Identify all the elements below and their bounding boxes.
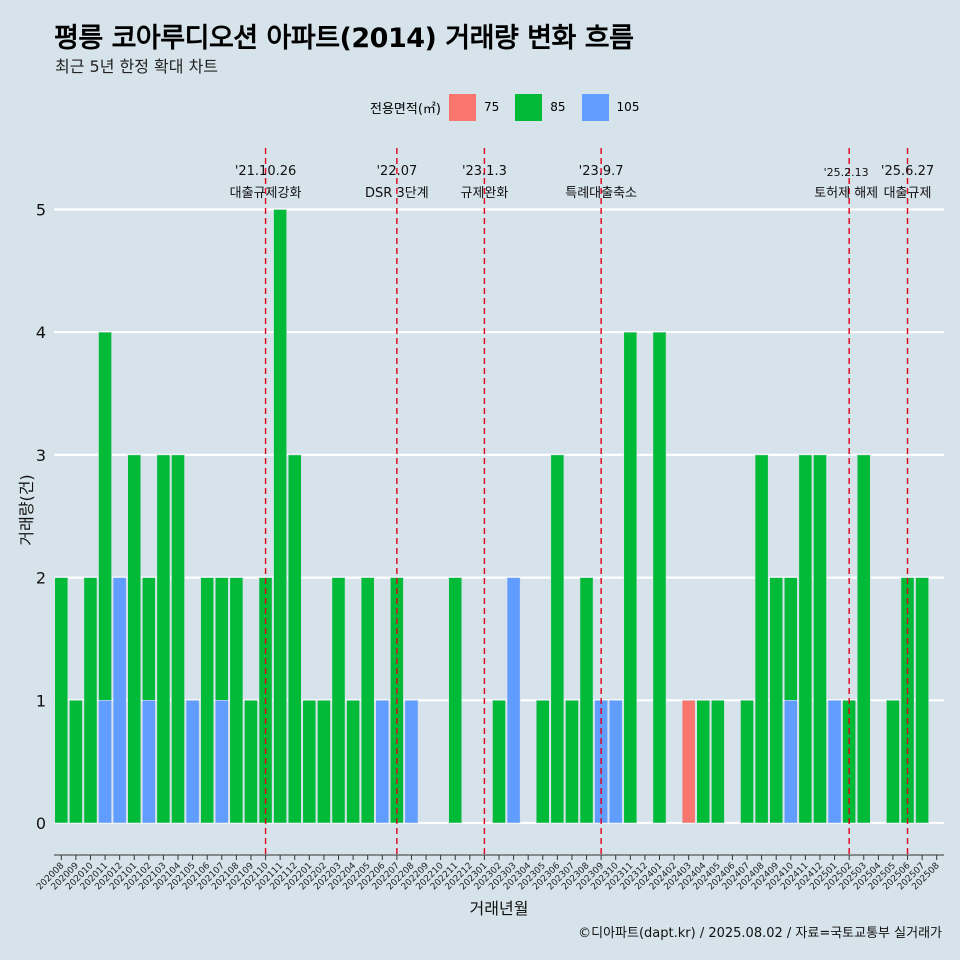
bar-202106-85 xyxy=(200,577,215,824)
bar-202103-85 xyxy=(156,454,171,824)
bar-202206-105 xyxy=(375,699,390,824)
bar-202107-105 xyxy=(214,699,229,824)
event-date: '21.10.26 xyxy=(235,164,296,179)
y-tick-label: 3 xyxy=(36,446,46,465)
legend-item-75: 75 xyxy=(448,93,500,121)
y-axis-title: 거래량(건) xyxy=(17,474,36,545)
event-label: 대출규제강화 xyxy=(230,186,302,201)
bar-202211-85 xyxy=(448,577,463,824)
bar-202306-85 xyxy=(550,454,565,824)
event-date: '23.1.3 xyxy=(462,164,507,179)
bar-202401-85 xyxy=(652,331,667,824)
legend-title: 전용면적(㎡) xyxy=(370,101,441,117)
bar-202308-85 xyxy=(579,577,594,824)
event-label: 규제완화 xyxy=(460,186,508,201)
legend-swatch-85 xyxy=(515,93,543,121)
bar-202408-85 xyxy=(754,454,769,824)
event-date: '23.9.7 xyxy=(579,164,624,179)
legend-item-85: 85 xyxy=(515,93,566,121)
bar-202008-85 xyxy=(54,577,69,824)
bar-202303-105 xyxy=(506,577,521,824)
y-tick-label: 0 xyxy=(36,814,46,833)
bar-202109-85 xyxy=(244,699,258,824)
event-label: 특례대출축소 xyxy=(565,186,637,201)
legend-label-75: 75 xyxy=(483,100,500,114)
legend-label-85: 85 xyxy=(550,100,566,114)
bar-202501-105 xyxy=(827,699,842,824)
bar-202203-85 xyxy=(331,577,346,824)
legend-label-105: 105 xyxy=(616,100,640,114)
bar-202105-105 xyxy=(185,699,200,824)
bar-202108-85 xyxy=(229,577,244,824)
event-date: '25.6.27 xyxy=(881,164,934,179)
bar-202411-85 xyxy=(798,454,813,824)
legend-swatch-105 xyxy=(581,93,609,121)
bar-202507-85 xyxy=(915,577,929,824)
bar-202405-85 xyxy=(710,699,725,824)
legend-item-105: 105 xyxy=(581,93,640,121)
event-date: '25.2.13 xyxy=(824,166,869,179)
bar-202102-105 xyxy=(141,699,156,824)
bar-202202-85 xyxy=(317,699,331,824)
y-tick-label: 5 xyxy=(36,201,46,220)
bar-202010-85 xyxy=(83,577,98,824)
event-date: '22.07 xyxy=(376,164,417,179)
bar-202305-85 xyxy=(535,699,550,824)
bar-202404-85 xyxy=(696,699,711,824)
legend: 전용면적(㎡) 75 85 105 xyxy=(370,93,655,121)
bar-202011-105 xyxy=(98,699,112,824)
bar-202407-85 xyxy=(740,699,754,824)
bar-202311-85 xyxy=(623,331,638,824)
legend-swatch-75 xyxy=(448,93,476,121)
bar-202409-85 xyxy=(769,577,784,824)
bar-202104-85 xyxy=(171,454,185,824)
bar-202009-85 xyxy=(69,699,83,824)
bar-202307-85 xyxy=(565,699,579,824)
x-axis-title: 거래년월 xyxy=(470,899,529,918)
bar-202112-85 xyxy=(287,454,302,824)
bar-202205-85 xyxy=(360,577,375,824)
bar-202302-85 xyxy=(492,699,506,824)
event-label: DSR 3단계 xyxy=(365,186,429,201)
bar-202204-85 xyxy=(346,699,360,824)
bar-202412-85 xyxy=(813,454,827,824)
bar-202201-85 xyxy=(302,699,317,824)
bar-202111-85 xyxy=(273,209,288,824)
bar-202505-85 xyxy=(886,699,900,824)
y-tick-label: 4 xyxy=(36,323,46,342)
chart-title: 평릉 코아루디오션 아파트(2014) 거래량 변화 흐름 xyxy=(54,23,634,54)
bar-202503-85 xyxy=(856,454,871,824)
bar-202208-105 xyxy=(404,699,419,824)
bar-202310-105 xyxy=(608,699,623,824)
bar-202101-85 xyxy=(127,454,142,824)
bar-202403-75 xyxy=(681,699,696,824)
bar-202012-105 xyxy=(112,577,127,824)
credit-line: ©디아파트(dapt.kr) / 2025.08.02 / 자료=국토교통부 실… xyxy=(578,926,942,941)
event-label: 토허제 해제 xyxy=(814,186,878,201)
y-tick-label: 1 xyxy=(36,691,46,710)
chart-subtitle: 최근 5년 한정 확대 차트 xyxy=(55,57,219,76)
event-label: 대출규제 xyxy=(884,186,932,201)
bar-202410-105 xyxy=(783,699,798,824)
y-tick-label: 2 xyxy=(36,569,46,588)
